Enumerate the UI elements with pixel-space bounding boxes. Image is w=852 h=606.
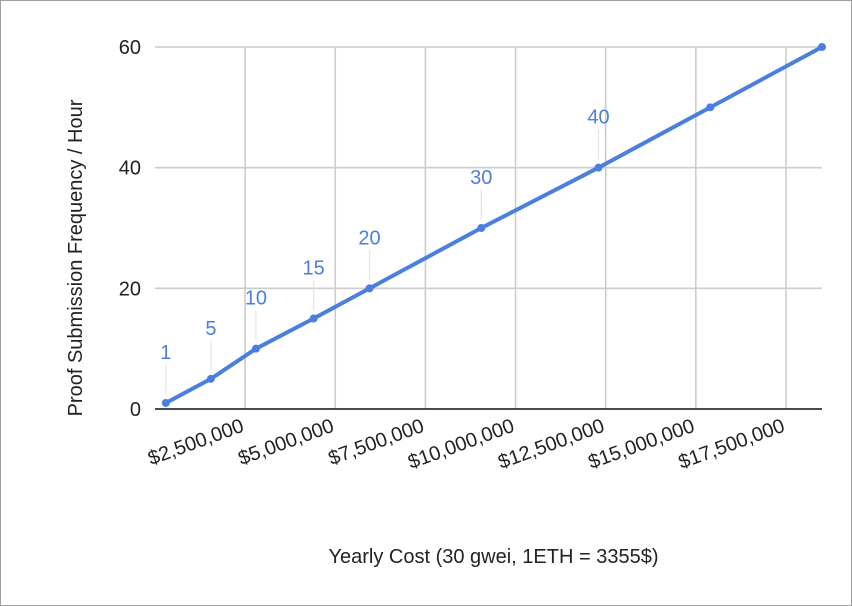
x-tick-label-0: $2,500,000 bbox=[145, 415, 247, 470]
y-tick-label-3: 60 bbox=[119, 37, 141, 59]
data-label-3: 15 bbox=[303, 258, 325, 280]
data-point-5[interactable] bbox=[477, 224, 486, 232]
data-label-6: 40 bbox=[587, 107, 609, 129]
data-point-0[interactable] bbox=[161, 398, 170, 407]
data-point-7[interactable] bbox=[706, 103, 715, 112]
data-point-3[interactable] bbox=[309, 314, 318, 323]
data-label-4: 20 bbox=[358, 227, 380, 249]
y-tick-label-2: 40 bbox=[119, 158, 141, 180]
y-axis-title: Proof Submission Frequency / Hour bbox=[65, 99, 87, 416]
y-tick-label-1: 20 bbox=[119, 278, 141, 300]
data-point-1[interactable] bbox=[206, 374, 215, 383]
series-line bbox=[163, 45, 824, 405]
data-point-4[interactable] bbox=[365, 284, 374, 293]
data-point-8[interactable] bbox=[818, 43, 826, 51]
data-label-1: 5 bbox=[205, 318, 216, 340]
data-label-2: 10 bbox=[245, 288, 267, 310]
data-point-6[interactable] bbox=[594, 163, 603, 172]
y-tick-label-0: 0 bbox=[130, 399, 141, 421]
data-label-5: 30 bbox=[470, 167, 492, 189]
data-point-2[interactable] bbox=[251, 344, 260, 353]
x-axis-title: Yearly Cost (30 gwei, 1ETH = 3355$) bbox=[329, 546, 659, 568]
x-tick-label-1: $5,000,000 bbox=[235, 415, 337, 470]
data-label-0: 1 bbox=[160, 342, 171, 364]
